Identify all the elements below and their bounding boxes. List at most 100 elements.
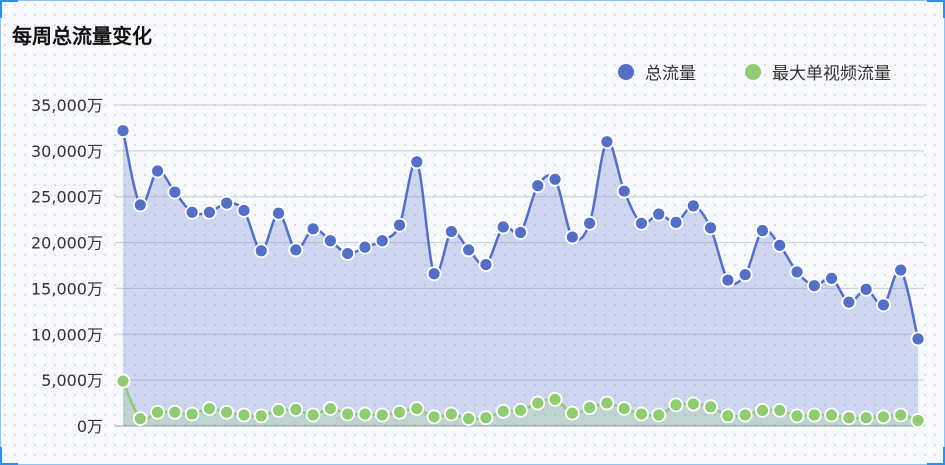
data-point-total-traffic[interactable] [150,163,165,179]
data-point-max-single-video[interactable] [806,407,822,423]
data-point-total-traffic[interactable] [910,331,926,347]
data-point-max-single-video[interactable] [495,403,511,419]
data-point-total-traffic[interactable] [305,221,321,237]
legend[interactable]: 总流量 最大单视频流量 [618,64,891,84]
data-point-max-single-video[interactable] [616,401,632,416]
legend-marker-total-traffic[interactable] [618,64,634,80]
data-point-max-single-video[interactable] [772,403,788,418]
data-point-total-traffic[interactable] [392,217,407,233]
data-point-max-single-video[interactable] [288,402,304,417]
data-point-max-single-video[interactable] [392,404,407,420]
data-point-max-single-video[interactable] [547,392,563,407]
data-point-total-traffic[interactable] [703,220,719,236]
data-point-total-traffic[interactable] [357,239,373,255]
data-point-max-single-video[interactable] [893,407,909,423]
data-point-total-traffic[interactable] [547,171,563,187]
data-point-total-traffic[interactable] [530,178,546,194]
data-point-total-traffic[interactable] [841,294,857,310]
data-point-total-traffic[interactable] [876,297,891,313]
data-point-total-traffic[interactable] [858,281,874,297]
data-point-max-single-video[interactable] [132,411,148,427]
data-point-max-single-video[interactable] [789,408,805,424]
data-point-total-traffic[interactable] [685,198,701,214]
data-point-max-single-video[interactable] [685,396,701,412]
data-point-max-single-video[interactable] [322,401,338,416]
data-point-total-traffic[interactable] [132,197,148,213]
data-point-total-traffic[interactable] [115,123,131,139]
data-point-max-single-video[interactable] [530,395,546,411]
data-point-max-single-video[interactable] [582,400,598,416]
data-point-max-single-video[interactable] [253,408,269,424]
data-point-max-single-video[interactable] [236,407,252,423]
data-point-max-single-video[interactable] [167,404,183,420]
data-point-total-traffic[interactable] [478,257,494,272]
data-point-max-single-video[interactable] [668,397,684,413]
data-point-max-single-video[interactable] [374,407,390,423]
data-point-total-traffic[interactable] [495,219,511,235]
legend-label-total-traffic[interactable]: 总流量 [645,64,696,84]
data-point-total-traffic[interactable] [443,224,459,239]
data-point-max-single-video[interactable] [443,406,459,422]
data-point-max-single-video[interactable] [461,411,477,427]
data-point-max-single-video[interactable] [357,406,373,422]
data-point-max-single-video[interactable] [219,404,235,420]
data-point-total-traffic[interactable] [513,225,528,240]
data-point-max-single-video[interactable] [599,395,615,411]
data-point-max-single-video[interactable] [841,410,857,426]
data-point-max-single-video[interactable] [184,406,200,422]
data-point-total-traffic[interactable] [634,215,649,231]
data-point-total-traffic[interactable] [893,262,909,278]
series-layer [115,123,926,428]
data-point-max-single-video[interactable] [703,399,719,415]
data-point-total-traffic[interactable] [219,195,235,211]
data-point-max-single-video[interactable] [858,410,874,426]
data-point-max-single-video[interactable] [876,409,891,425]
data-point-total-traffic[interactable] [236,203,252,218]
data-point-total-traffic[interactable] [720,272,736,288]
data-point-max-single-video[interactable] [271,403,286,418]
data-point-max-single-video[interactable] [634,406,649,422]
data-point-total-traffic[interactable] [737,267,753,283]
legend-marker-max-single-video[interactable] [745,64,761,80]
data-point-total-traffic[interactable] [564,229,580,245]
data-point-total-traffic[interactable] [668,214,684,230]
data-point-max-single-video[interactable] [824,407,839,423]
data-point-total-traffic[interactable] [340,246,356,261]
data-point-max-single-video[interactable] [426,409,442,425]
data-point-max-single-video[interactable] [305,407,321,423]
data-point-max-single-video[interactable] [478,410,494,426]
data-point-total-traffic[interactable] [651,206,667,222]
data-point-max-single-video[interactable] [910,413,926,428]
legend-label-max-single-video[interactable]: 最大单视频流量 [772,64,891,84]
data-point-total-traffic[interactable] [806,278,822,294]
data-point-total-traffic[interactable] [202,204,217,220]
data-point-max-single-video[interactable] [720,408,736,424]
data-point-max-single-video[interactable] [564,405,580,421]
data-point-max-single-video[interactable] [150,404,165,420]
data-point-max-single-video[interactable] [202,401,217,416]
data-point-total-traffic[interactable] [772,237,788,253]
data-point-total-traffic[interactable] [582,215,598,231]
data-point-max-single-video[interactable] [513,403,528,418]
data-point-total-traffic[interactable] [599,134,615,150]
data-point-total-traffic[interactable] [167,184,183,200]
data-point-total-traffic[interactable] [271,205,286,221]
data-point-total-traffic[interactable] [184,204,200,220]
data-point-total-traffic[interactable] [789,264,805,280]
data-point-total-traffic[interactable] [461,242,477,258]
data-point-max-single-video[interactable] [115,373,131,389]
data-point-max-single-video[interactable] [340,406,356,422]
data-point-total-traffic[interactable] [755,223,770,239]
data-point-total-traffic[interactable] [374,233,390,249]
data-point-total-traffic[interactable] [288,242,304,258]
data-point-total-traffic[interactable] [409,154,425,170]
data-point-total-traffic[interactable] [426,266,442,282]
data-point-max-single-video[interactable] [651,407,667,423]
data-point-total-traffic[interactable] [824,270,839,286]
data-point-max-single-video[interactable] [755,403,770,418]
data-point-max-single-video[interactable] [737,407,753,423]
data-point-total-traffic[interactable] [322,233,338,249]
data-point-total-traffic[interactable] [253,243,269,259]
data-point-total-traffic[interactable] [616,183,632,199]
data-point-max-single-video[interactable] [409,401,425,416]
